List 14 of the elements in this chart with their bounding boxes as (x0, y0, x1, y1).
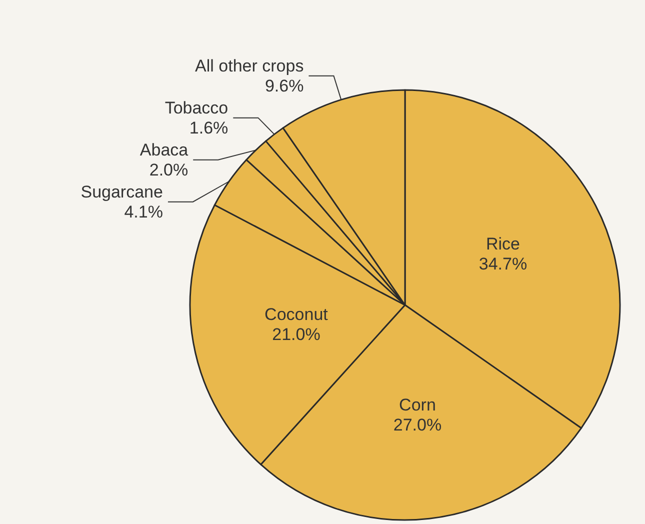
slice-label: Tobacco (164, 98, 228, 118)
slice-label: Corn (399, 395, 436, 414)
slice-label: Coconut (264, 304, 328, 324)
slice-label: All other crops (195, 56, 304, 76)
slice-label: Sugarcane (80, 182, 163, 202)
data-label: 4.1% (124, 202, 163, 222)
data-label: 21.0% (272, 324, 320, 344)
data-label: 27.0% (393, 415, 442, 434)
data-label: 34.7% (478, 254, 528, 274)
slice-label: Rice (486, 234, 520, 254)
data-label: 1.6% (189, 118, 228, 138)
slice-label: Abaca (140, 140, 189, 160)
data-label: 2.0% (149, 160, 188, 180)
data-label: 9.6% (264, 76, 304, 96)
